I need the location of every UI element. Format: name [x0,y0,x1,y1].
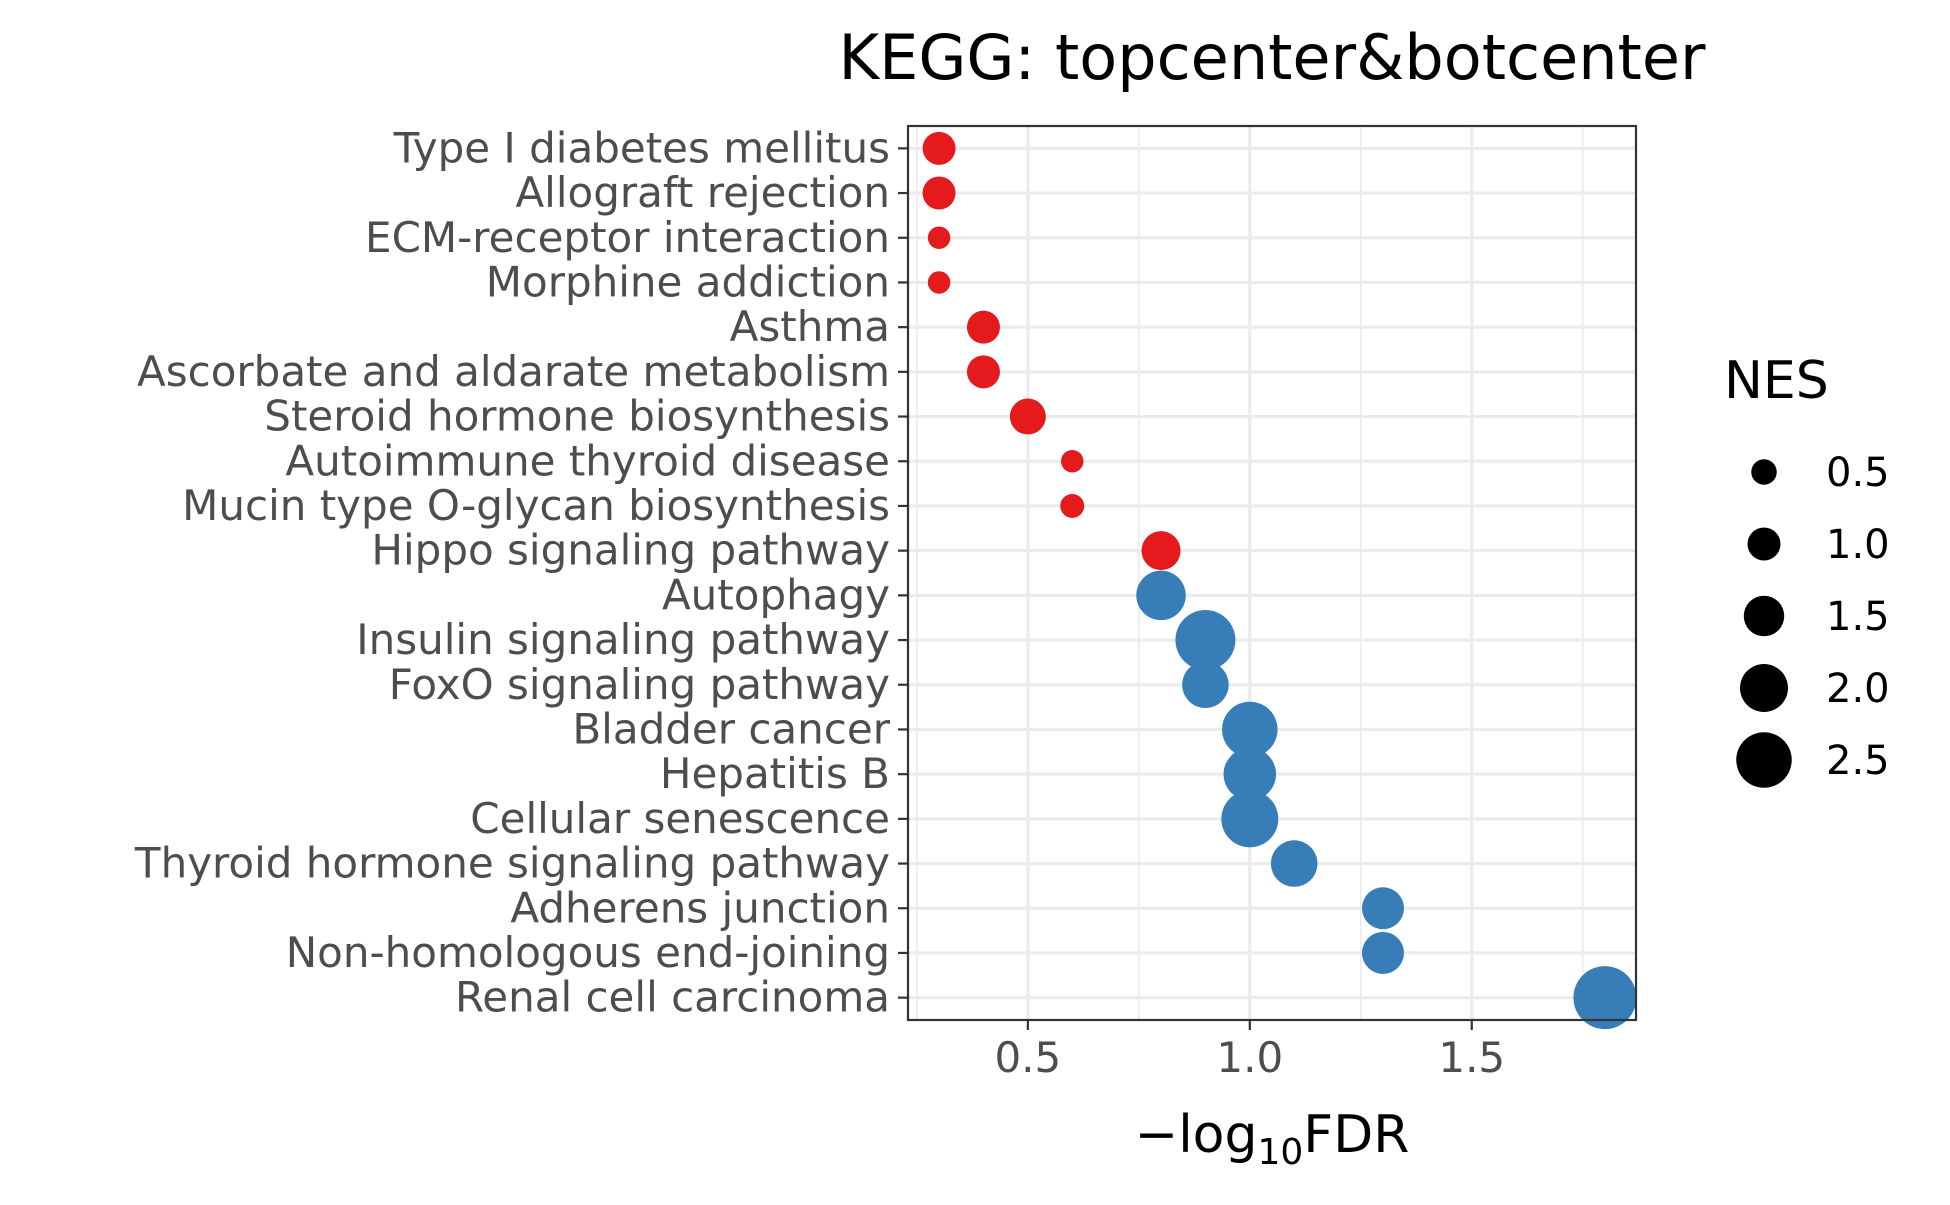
point-insulin-signaling-pathway [1175,610,1236,671]
legend-key-1-5 [1743,595,1785,637]
legend: NES 0.5 1.0 1.5 2.0 2.5 [1724,351,1890,788]
y-label-non-homologous-end-joining: Non-homologous end-joining [286,928,890,977]
legend-title: NES [1724,351,1829,411]
y-label-autophagy: Autophagy [662,570,890,619]
point-type-i-diabetes-mellitus [922,131,956,165]
point-renal-cell-carcinoma [1573,966,1637,1030]
point-adherens-junction [1361,887,1404,930]
legend-label: 0.5 [1826,450,1890,496]
x-axis-title-suffix: FDR [1303,1105,1409,1165]
point-asthma [966,310,1000,344]
points-layer [922,131,1637,1030]
y-label-type-i-diabetes-mellitus: Type I diabetes mellitus [393,123,890,172]
y-label-hippo-signaling-pathway: Hippo signaling pathway [371,526,890,575]
point-morphine-addiction [927,271,951,294]
y-label-foxo-signaling-pathway: FoxO signaling pathway [389,660,890,709]
y-label-bladder-cancer: Bladder cancer [572,704,890,753]
x-axis-title-prefix: −log [1135,1105,1258,1165]
legend-label: 1.5 [1826,594,1890,640]
chart-title: KEGG: topcenter&botcenter [838,21,1706,94]
point-non-homologous-end-joining [1361,931,1404,974]
y-label-asthma: Asthma [730,302,890,351]
legend-key-2-0 [1740,664,1788,712]
point-ecm-receptor-interaction [927,226,951,249]
x-tick-label: 0.5 [994,1033,1061,1082]
y-label-insulin-signaling-pathway: Insulin signaling pathway [356,615,890,664]
point-autophagy [1136,570,1186,621]
y-label-adherens-junction: Adherens junction [510,883,890,932]
y-label-autoimmune-thyroid-disease: Autoimmune thyroid disease [285,436,890,485]
y-label-thyroid-hormone-signaling-pathway: Thyroid hormone signaling pathway [134,839,890,888]
legend-label: 2.0 [1826,666,1890,712]
point-hippo-signaling-pathway [1141,531,1181,571]
legend-label: 2.5 [1826,738,1890,784]
legend-key-1-0 [1747,527,1781,561]
point-allograft-rejection [922,176,956,210]
point-hepatitis-b [1223,747,1277,801]
point-cellular-senescence [1221,790,1279,848]
y-label-cellular-senescence: Cellular senescence [470,794,890,843]
point-ascorbate-and-aldarate-metabolism [966,355,1000,389]
point-bladder-cancer [1222,701,1278,758]
x-axis: 0.5 1.0 1.5 [994,1020,1505,1082]
legend-label: 1.0 [1826,522,1890,568]
x-axis-title-subscript: 10 [1257,1132,1303,1173]
y-label-renal-cell-carcinoma: Renal cell carcinoma [455,973,890,1022]
x-tick-label: 1.0 [1216,1033,1283,1082]
x-tick-label: 1.5 [1438,1033,1505,1082]
y-label-hepatitis-b: Hepatitis B [660,749,890,798]
y-label-mucin-type-o-glycan-biosynthesis: Mucin type O-glycan biosynthesis [182,481,890,530]
point-autoimmune-thyroid-disease [1060,450,1084,473]
grid-layer [908,126,1636,1020]
legend-key-2-5 [1736,732,1792,788]
point-mucin-type-o-glycan-biosynthesis [1060,493,1085,518]
y-label-ascorbate-and-aldarate-metabolism: Ascorbate and aldarate metabolism [137,347,890,396]
point-steroid-hormone-biosynthesis [1009,398,1046,435]
point-thyroid-hormone-signaling-pathway [1270,840,1318,887]
y-label-allograft-rejection: Allograft rejection [515,168,890,217]
x-axis-title: −log10FDR [1135,1105,1410,1173]
point-foxo-signaling-pathway [1182,661,1229,708]
panel-border [906,124,1638,1022]
y-label-steroid-hormone-biosynthesis: Steroid hormone biosynthesis [264,392,890,441]
y-label-morphine-addiction: Morphine addiction [486,257,890,306]
legend-key-0-5 [1751,459,1777,485]
y-label-ecm-receptor-interaction: ECM-receptor interaction [365,213,890,262]
